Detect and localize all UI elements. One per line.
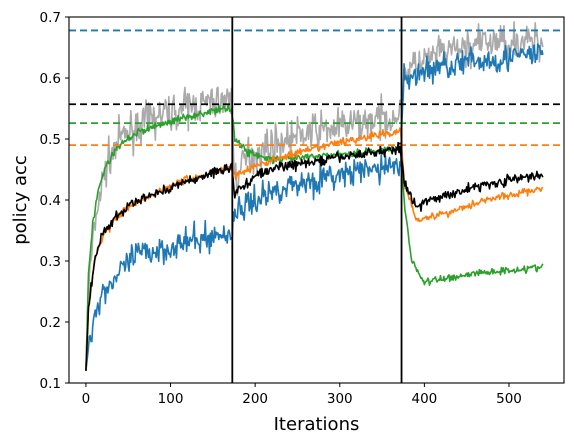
series-line-2 xyxy=(85,104,544,371)
y-tick-label: 0.7 xyxy=(40,10,61,26)
series-line-4 xyxy=(85,141,544,371)
series-line-0 xyxy=(85,21,544,371)
y-axis-label: policy acc xyxy=(10,155,31,245)
x-axis-ticks: 0 100 200 300 400 500 xyxy=(82,383,522,407)
x-axis-label: Iterations xyxy=(274,414,360,435)
y-tick-label: 0.2 xyxy=(40,315,61,331)
plot-content xyxy=(69,17,564,383)
x-tick-label: 200 xyxy=(242,391,268,407)
y-tick-label: 0.1 xyxy=(40,376,61,392)
x-tick-label: 500 xyxy=(496,391,522,407)
x-tick-label: 400 xyxy=(411,391,437,407)
y-tick-label: 0.3 xyxy=(40,254,61,270)
y-tick-label: 0.4 xyxy=(40,193,61,209)
y-tick-label: 0.6 xyxy=(40,71,61,87)
x-tick-label: 300 xyxy=(327,391,353,407)
y-tick-label: 0.5 xyxy=(40,132,61,148)
y-axis-ticks: 0.1 0.2 0.3 0.4 0.5 0.6 0.7 xyxy=(40,10,69,392)
x-tick-label: 100 xyxy=(158,391,184,407)
series-line-1 xyxy=(85,43,544,371)
x-tick-label: 0 xyxy=(82,391,91,407)
